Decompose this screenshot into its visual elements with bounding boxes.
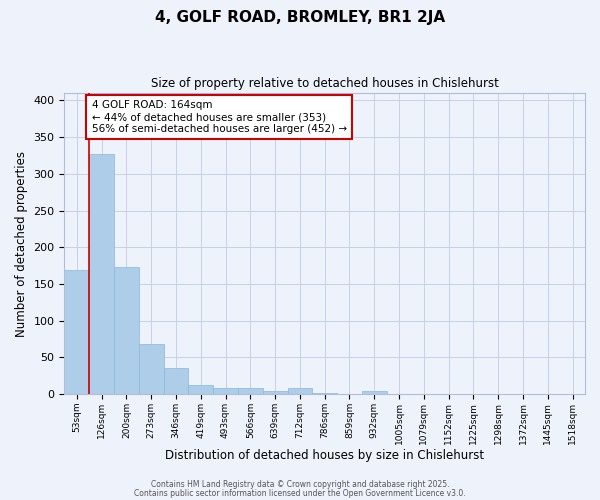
Bar [263,391,287,394]
Text: 4, GOLF ROAD, BROMLEY, BR1 2JA: 4, GOLF ROAD, BROMLEY, BR1 2JA [155,10,445,25]
Bar [89,154,114,394]
Text: 4 GOLF ROAD: 164sqm
← 44% of detached houses are smaller (353)
56% of semi-detac: 4 GOLF ROAD: 164sqm ← 44% of detached ho… [92,100,347,134]
Bar [64,270,89,394]
Bar [213,388,238,394]
Bar [313,392,337,394]
Bar [238,388,263,394]
Bar [188,386,213,394]
Y-axis label: Number of detached properties: Number of detached properties [15,150,28,336]
Bar [287,388,313,394]
Bar [139,344,164,394]
Bar [164,368,188,394]
Bar [362,391,386,394]
X-axis label: Distribution of detached houses by size in Chislehurst: Distribution of detached houses by size … [165,450,484,462]
Text: Contains public sector information licensed under the Open Government Licence v3: Contains public sector information licen… [134,489,466,498]
Title: Size of property relative to detached houses in Chislehurst: Size of property relative to detached ho… [151,78,499,90]
Bar [114,267,139,394]
Text: Contains HM Land Registry data © Crown copyright and database right 2025.: Contains HM Land Registry data © Crown c… [151,480,449,489]
